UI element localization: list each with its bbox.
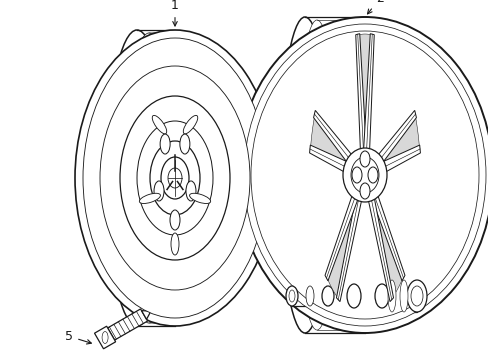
Ellipse shape: [160, 134, 170, 154]
Ellipse shape: [152, 116, 166, 134]
FancyBboxPatch shape: [381, 280, 416, 312]
Ellipse shape: [367, 167, 377, 183]
Ellipse shape: [183, 116, 197, 134]
Text: 5: 5: [65, 330, 91, 344]
Ellipse shape: [124, 33, 174, 323]
Polygon shape: [370, 193, 402, 299]
Text: 1: 1: [171, 0, 179, 26]
Ellipse shape: [150, 141, 200, 215]
Ellipse shape: [102, 332, 108, 343]
Polygon shape: [107, 309, 147, 340]
Ellipse shape: [83, 38, 266, 318]
Ellipse shape: [137, 121, 213, 235]
Ellipse shape: [387, 280, 395, 312]
Ellipse shape: [139, 193, 160, 203]
Ellipse shape: [170, 210, 180, 230]
Ellipse shape: [350, 157, 378, 193]
Polygon shape: [310, 114, 353, 171]
Ellipse shape: [374, 284, 388, 308]
Text: 2: 2: [367, 0, 383, 14]
Polygon shape: [313, 111, 355, 170]
Polygon shape: [374, 111, 416, 170]
Ellipse shape: [107, 30, 167, 326]
Polygon shape: [325, 188, 358, 281]
Polygon shape: [309, 145, 353, 176]
Ellipse shape: [296, 20, 336, 330]
Text: 4: 4: [369, 249, 378, 276]
Ellipse shape: [342, 148, 386, 202]
Ellipse shape: [410, 286, 422, 306]
Ellipse shape: [171, 233, 179, 255]
Ellipse shape: [120, 96, 229, 260]
Ellipse shape: [280, 17, 329, 333]
Ellipse shape: [359, 183, 369, 199]
Ellipse shape: [180, 134, 189, 154]
Ellipse shape: [237, 17, 488, 333]
Ellipse shape: [406, 280, 426, 312]
FancyBboxPatch shape: [291, 286, 327, 306]
Polygon shape: [363, 34, 373, 152]
Polygon shape: [94, 326, 115, 349]
Polygon shape: [141, 311, 151, 319]
Polygon shape: [357, 34, 371, 151]
Polygon shape: [375, 114, 419, 171]
Polygon shape: [375, 145, 420, 176]
Ellipse shape: [399, 280, 407, 312]
Polygon shape: [336, 193, 361, 302]
Text: 3: 3: [305, 252, 313, 282]
Ellipse shape: [288, 290, 294, 302]
Ellipse shape: [305, 286, 313, 306]
Ellipse shape: [189, 193, 210, 203]
Ellipse shape: [244, 24, 485, 326]
Ellipse shape: [185, 181, 196, 201]
Polygon shape: [326, 193, 359, 299]
Ellipse shape: [359, 151, 369, 167]
Ellipse shape: [351, 167, 361, 183]
Ellipse shape: [75, 30, 274, 326]
Ellipse shape: [168, 168, 182, 188]
Polygon shape: [355, 34, 366, 152]
Ellipse shape: [321, 286, 333, 306]
Ellipse shape: [250, 31, 478, 319]
FancyBboxPatch shape: [353, 284, 381, 308]
Polygon shape: [370, 188, 404, 281]
Ellipse shape: [346, 284, 360, 308]
Ellipse shape: [161, 157, 189, 199]
Ellipse shape: [285, 286, 297, 306]
Ellipse shape: [100, 66, 249, 290]
Ellipse shape: [154, 181, 163, 201]
Polygon shape: [367, 193, 393, 302]
